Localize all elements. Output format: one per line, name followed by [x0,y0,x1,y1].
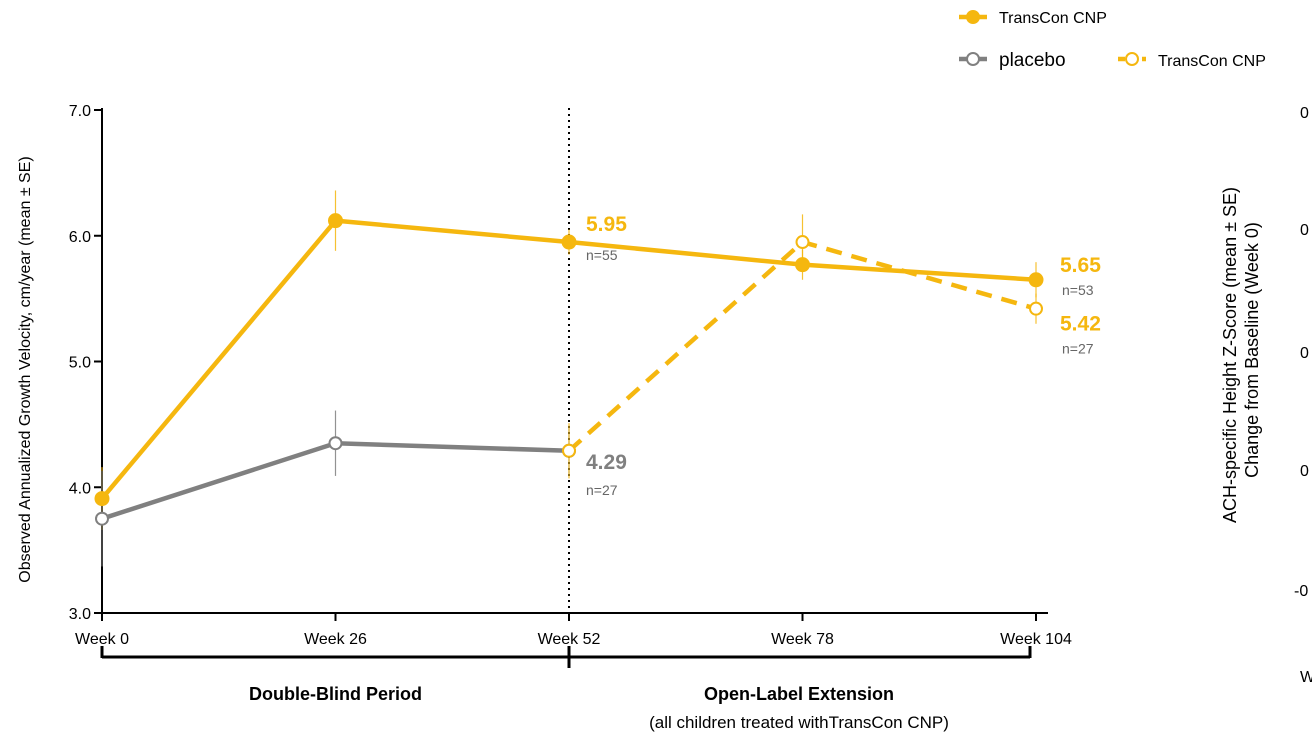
right-y-tick-label: 0 [1300,463,1309,480]
data-point [328,436,343,451]
data-point [561,234,577,250]
right-y-tick-label: 0 [1300,222,1309,239]
right-y-tick-label: 0 [1300,345,1309,362]
legend-marker [1125,52,1139,66]
legend-label: placebo [999,50,1066,71]
right-chart-fragment: 0 0 0 0 -0 W ACH-specific Height Z-Score (mean… [1220,105,1312,686]
data-point [95,511,109,526]
n-label: n=53 [1062,282,1094,298]
value-label: 5.42 [1060,313,1101,336]
right-y-tick-label: 0 [1300,105,1309,122]
x-tick-label: Week 52 [538,631,601,648]
data-point [795,257,810,273]
data-point [94,491,110,507]
period-brackets: Double-Blind Period Open-Label Extension (… [100,646,1032,732]
data-point [1029,301,1043,316]
y-tick-label: 4.0 [69,480,91,497]
period-label: Double-Blind Period [249,684,422,704]
x-tick-label: Week 104 [1000,631,1072,648]
y-tick-label: 5.0 [69,355,91,372]
data-point [562,443,576,458]
n-label: n=55 [586,247,618,263]
right-y-tick-label: -0 [1294,583,1308,600]
x-tick-label: Week 0 [75,631,129,648]
x-tick-label: Week 26 [304,631,367,648]
annotations: 5.95 n=55 4.29 n=27 5.65 n=53 5.42 n=27 [586,213,1101,498]
axes: 3.0 4.0 5.0 6.0 7.0 Week 0 Week 26 Week 52 Week … [17,103,1072,648]
y-tick-label: 6.0 [69,229,91,246]
data-point [1028,272,1044,288]
x-tick-label: Week 78 [771,631,834,648]
legend-marker [966,52,980,66]
legend-label: TransCon CNP [999,10,1107,27]
right-x-tick-label: W [1300,669,1312,686]
legend-label: TransCon CNP [1158,53,1266,70]
n-label: n=27 [1062,341,1094,357]
legend: TransCon CNP placebo TransCon CNP [959,10,1266,71]
legend-marker [966,10,980,24]
data-point [328,213,343,229]
period-sublabel: (all children treated withTransCon CNP) [649,713,949,732]
period-label: Open-Label Extension [704,684,894,704]
n-label: n=27 [586,482,618,498]
y-tick-label: 3.0 [69,606,91,623]
value-label: 5.95 [586,213,627,236]
y-tick-label: 7.0 [69,103,91,120]
value-label: 4.29 [586,451,627,474]
right-y-axis-title-line2: Change from Baseline (Week 0) [1242,222,1262,478]
y-axis-title: Observed Annualized Growth Velocity, cm/… [17,156,34,582]
data-point [795,235,810,250]
value-label: 5.65 [1060,254,1101,277]
right-y-axis-title-line1: ACH-specific Height Z-Score (mean ± SE) [1220,187,1240,523]
series-points [94,213,1044,526]
